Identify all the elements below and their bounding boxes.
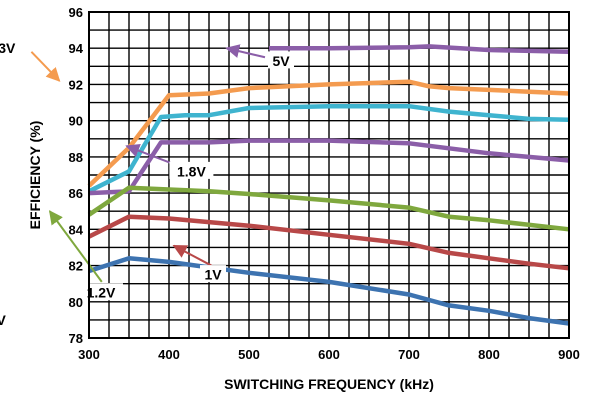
- series-label-1V: 1V: [204, 267, 222, 283]
- series-arrow-1.2V: [48, 210, 103, 283]
- series-label-bg-0.8V: [0, 310, 14, 328]
- annotations: 5V3.3V2.5V1.8V1.2V1V0.8V: [0, 38, 294, 328]
- series-label-1.2V: 1.2V: [87, 285, 116, 301]
- series-arrow-3.3V: [30, 51, 61, 82]
- x-tick-label: 300: [78, 347, 100, 362]
- grid: [88, 11, 570, 339]
- series-line-3.3V: [87, 79, 570, 188]
- y-tick-label: 88: [69, 150, 83, 165]
- y-tick-label: 94: [69, 41, 84, 56]
- series-line-1V: [87, 214, 570, 271]
- series-label-bg-3.3V: [0, 38, 23, 56]
- y-tick-label: 92: [69, 77, 83, 92]
- y-tick-label: 86: [69, 186, 83, 201]
- series-label-5V: 5V: [272, 53, 290, 69]
- series-label-bg-1.8V: [169, 161, 214, 179]
- y-tick-labels: 78 80 82 84 86 88 90 92 94 96: [69, 5, 84, 346]
- series-line-2.5V: [87, 103, 570, 194]
- y-tick-label: 90: [69, 114, 83, 129]
- series-label-bg-1V: [200, 265, 226, 283]
- series-line-5V: [269, 44, 570, 55]
- x-tick-label: 500: [238, 347, 260, 362]
- x-tick-label: 400: [158, 347, 180, 362]
- x-tick-label: 700: [398, 347, 420, 362]
- x-tick-labels: 300 400 500 600 700 800 900: [78, 347, 580, 362]
- series-line-1.8V: [88, 138, 570, 196]
- x-tick-label: 800: [478, 347, 500, 362]
- series-arrow-5V: [225, 44, 266, 59]
- series-arrow-1V: [172, 244, 212, 267]
- series-line-1.2V: [87, 185, 570, 232]
- series-lines: [87, 44, 570, 326]
- series-label-1.8V: 1.8V: [177, 163, 206, 179]
- x-tick-label: 900: [558, 347, 580, 362]
- y-tick-label: 82: [69, 259, 83, 274]
- y-tick-label: 96: [69, 5, 83, 20]
- series-label-0.8V: 0.8V: [0, 312, 6, 328]
- y-axis-title: EFFICIENCY (%): [27, 121, 43, 230]
- y-tick-label: 78: [69, 331, 83, 346]
- plot-frame: [88, 11, 570, 339]
- y-tick-label: 80: [69, 295, 83, 310]
- series-label-bg-5V: [268, 51, 294, 69]
- y-tick-label: 84: [69, 222, 84, 237]
- x-tick-label: 600: [318, 347, 340, 362]
- series-line-0.8V: [88, 256, 570, 326]
- series-label-3.3V: 3.3V: [0, 40, 16, 56]
- x-axis-title: SWITCHING FREQUENCY (kHz): [224, 376, 434, 392]
